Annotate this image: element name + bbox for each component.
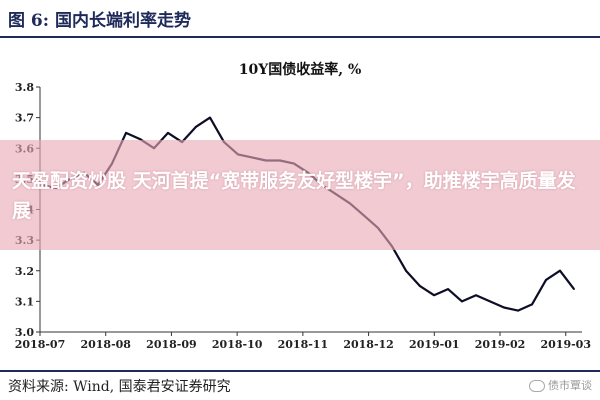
watermark: 债市覃谈 (529, 377, 592, 393)
top-rule (0, 36, 600, 38)
chart-title: 10Y国债收益率, % (239, 61, 362, 78)
wechat-icon (529, 380, 545, 392)
watermark-text: 债市覃谈 (548, 379, 592, 392)
data-point (167, 132, 169, 134)
data-point (489, 300, 491, 303)
data-point (461, 300, 463, 303)
x-tick-label: 2019-01 (409, 338, 460, 351)
data-point (447, 288, 449, 291)
y-tick-label: 3.7 (15, 112, 34, 125)
data-point (545, 279, 547, 281)
data-point (475, 294, 477, 297)
x-tick-label: 2018-11 (278, 338, 329, 351)
figure-title: 图 6: 国内长端利率走势 (8, 11, 191, 31)
x-tick-label: 2018-08 (80, 338, 131, 351)
y-tick-label: 3.1 (15, 295, 34, 308)
x-tick-label: 2018-09 (146, 338, 197, 351)
y-tick-label: 3.0 (15, 326, 34, 339)
data-point (139, 138, 141, 140)
y-tick-label: 3.8 (15, 81, 34, 94)
overlay-headline[interactable]: 天盈配资炒股 天河首提“宽带服务友好型楼宇”，助推楼宇高质量发展 (12, 170, 576, 222)
data-point (209, 116, 211, 119)
x-tick-label: 2018-07 (15, 338, 66, 351)
data-point (433, 294, 435, 297)
data-point (195, 125, 197, 128)
y-tick-label: 3.2 (15, 265, 34, 278)
x-tick-label: 2018-10 (212, 338, 263, 351)
data-point (517, 309, 519, 312)
article-overlay-banner[interactable]: 天盈配资炒股 天河首提“宽带服务友好型楼宇”，助推楼宇高质量发展 (0, 140, 600, 250)
data-point (405, 269, 407, 272)
data-point (503, 306, 505, 309)
data-point (573, 288, 575, 291)
data-point (419, 285, 421, 287)
x-tick-label: 2019-02 (475, 338, 526, 351)
source-note: 资料来源: Wind, 国泰君安证券研究 (8, 379, 231, 395)
data-point (559, 269, 561, 272)
data-point (531, 303, 533, 306)
data-point (125, 132, 127, 134)
x-tick-label: 2019-03 (540, 338, 591, 351)
x-tick-label: 2018-12 (343, 338, 394, 351)
bottom-rule (0, 370, 600, 372)
